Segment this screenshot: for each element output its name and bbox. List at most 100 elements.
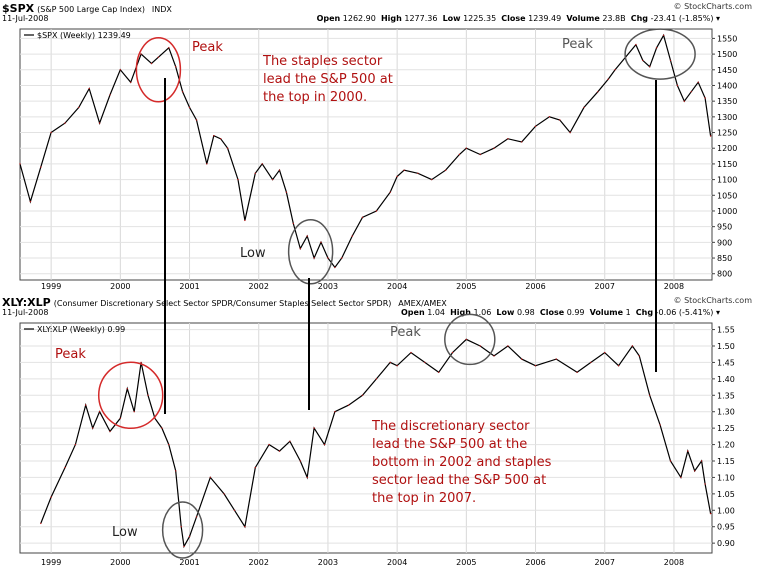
y-tick-label: 950 bbox=[717, 223, 732, 232]
y-tick-label: 1500 bbox=[717, 50, 737, 59]
data-point bbox=[313, 257, 315, 259]
data-point bbox=[85, 404, 87, 406]
data-point bbox=[389, 361, 391, 364]
bottom-source: © StockCharts.com bbox=[673, 296, 752, 305]
data-point bbox=[375, 378, 378, 380]
data-point bbox=[180, 526, 182, 528]
data-point bbox=[327, 257, 329, 259]
top-panel-header: $SPX (S&P 500 Large Cap Index) INDX © Sto… bbox=[0, 2, 760, 23]
x-tick-label: 2006 bbox=[525, 558, 545, 567]
low-label-bottom: Low bbox=[112, 525, 138, 540]
data-point bbox=[521, 358, 523, 360]
y-tick-label: 800 bbox=[717, 270, 732, 279]
y-tick-label: 1.50 bbox=[717, 342, 735, 351]
annotation-note-bottom: lead the S&P 500 at the bbox=[372, 437, 527, 452]
data-point bbox=[649, 66, 651, 68]
data-point bbox=[521, 141, 523, 143]
data-point bbox=[341, 257, 343, 259]
data-point bbox=[507, 345, 509, 347]
data-point bbox=[98, 122, 101, 124]
peak-circle-top-right bbox=[624, 28, 696, 80]
y-tick-label: 1.25 bbox=[717, 424, 735, 433]
data-point bbox=[389, 191, 391, 193]
annotation-note-top: the top in 2000. bbox=[263, 90, 367, 105]
data-point bbox=[306, 235, 308, 237]
bottom-description: (Consumer Discretionary Select Sector SP… bbox=[53, 299, 392, 308]
bottom-panel-header: XLY:XLP (Consumer Discretionary Select Se… bbox=[0, 296, 760, 317]
data-point bbox=[299, 247, 301, 250]
x-tick-label: 2006 bbox=[525, 282, 545, 291]
data-point bbox=[676, 84, 679, 87]
bottom-symbol: XLY:XLP (Consumer Discretionary Select Se… bbox=[2, 296, 447, 309]
data-point bbox=[150, 62, 153, 65]
data-point bbox=[126, 388, 128, 390]
annotation-note-bottom: The discretionary sector bbox=[371, 419, 530, 434]
data-point bbox=[534, 125, 537, 128]
data-point bbox=[614, 69, 616, 71]
data-point bbox=[431, 178, 433, 181]
x-tick-label: 2000 bbox=[110, 282, 130, 291]
data-point bbox=[233, 509, 236, 511]
data-point bbox=[271, 178, 274, 181]
low-label-top: Low bbox=[240, 246, 266, 261]
data-point bbox=[213, 135, 215, 137]
data-point bbox=[98, 411, 101, 413]
data-point bbox=[465, 338, 467, 341]
data-point bbox=[704, 483, 706, 485]
peak-label-bottom-left: Peak bbox=[55, 347, 86, 362]
data-point bbox=[669, 460, 672, 462]
data-point bbox=[140, 361, 142, 364]
data-point bbox=[655, 47, 658, 49]
x-tick-label: 2004 bbox=[387, 558, 407, 567]
data-point bbox=[649, 394, 651, 396]
annotation-note-bottom: bottom in 2002 and staples bbox=[372, 455, 552, 470]
y-tick-label: 900 bbox=[717, 238, 732, 247]
data-point bbox=[410, 351, 412, 354]
x-tick-label: 2003 bbox=[318, 558, 338, 567]
data-point bbox=[40, 166, 42, 168]
x-tick-label: 2008 bbox=[664, 558, 684, 567]
y-tick-label: 0.90 bbox=[717, 539, 735, 548]
bottom-exchange: AMEX/AMEX bbox=[398, 299, 447, 308]
data-point bbox=[642, 59, 644, 62]
data-point bbox=[569, 131, 571, 134]
x-tick-label: 2002 bbox=[249, 282, 269, 291]
x-tick-label: 2008 bbox=[664, 282, 684, 291]
data-point bbox=[403, 169, 405, 171]
data-point bbox=[700, 460, 703, 462]
series-line-1 bbox=[19, 33, 712, 269]
data-point bbox=[133, 411, 135, 413]
data-point bbox=[683, 100, 685, 102]
data-point bbox=[195, 516, 198, 518]
x-tick-label: 2003 bbox=[318, 282, 338, 291]
data-point bbox=[334, 266, 336, 269]
data-point bbox=[451, 351, 454, 354]
data-point bbox=[306, 476, 308, 479]
data-point bbox=[278, 169, 281, 171]
data-point bbox=[109, 94, 111, 96]
data-point bbox=[351, 235, 353, 237]
y-tick-label: 1300 bbox=[717, 113, 737, 122]
data-point bbox=[631, 345, 634, 347]
data-point bbox=[19, 163, 21, 165]
data-point bbox=[181, 91, 184, 93]
data-point bbox=[168, 47, 170, 49]
data-point bbox=[458, 153, 461, 156]
data-point bbox=[361, 216, 364, 218]
y-tick-label: 1.20 bbox=[717, 441, 735, 450]
y-tick-label: 1.55 bbox=[717, 326, 735, 335]
data-point bbox=[704, 97, 706, 99]
data-point bbox=[635, 44, 637, 46]
top-source: © StockCharts.com bbox=[673, 2, 752, 11]
peak-circle-bottom-left bbox=[97, 361, 164, 430]
data-point bbox=[268, 443, 270, 446]
data-point bbox=[223, 493, 225, 495]
legend-label: XLY:XLP (Weekly) 0.99 bbox=[37, 325, 125, 334]
data-point bbox=[161, 427, 163, 429]
peak-label-top-right: Peak bbox=[562, 37, 593, 52]
data-point bbox=[479, 345, 481, 347]
y-tick-label: 850 bbox=[717, 254, 732, 263]
data-point bbox=[590, 361, 592, 364]
data-point bbox=[659, 424, 661, 426]
